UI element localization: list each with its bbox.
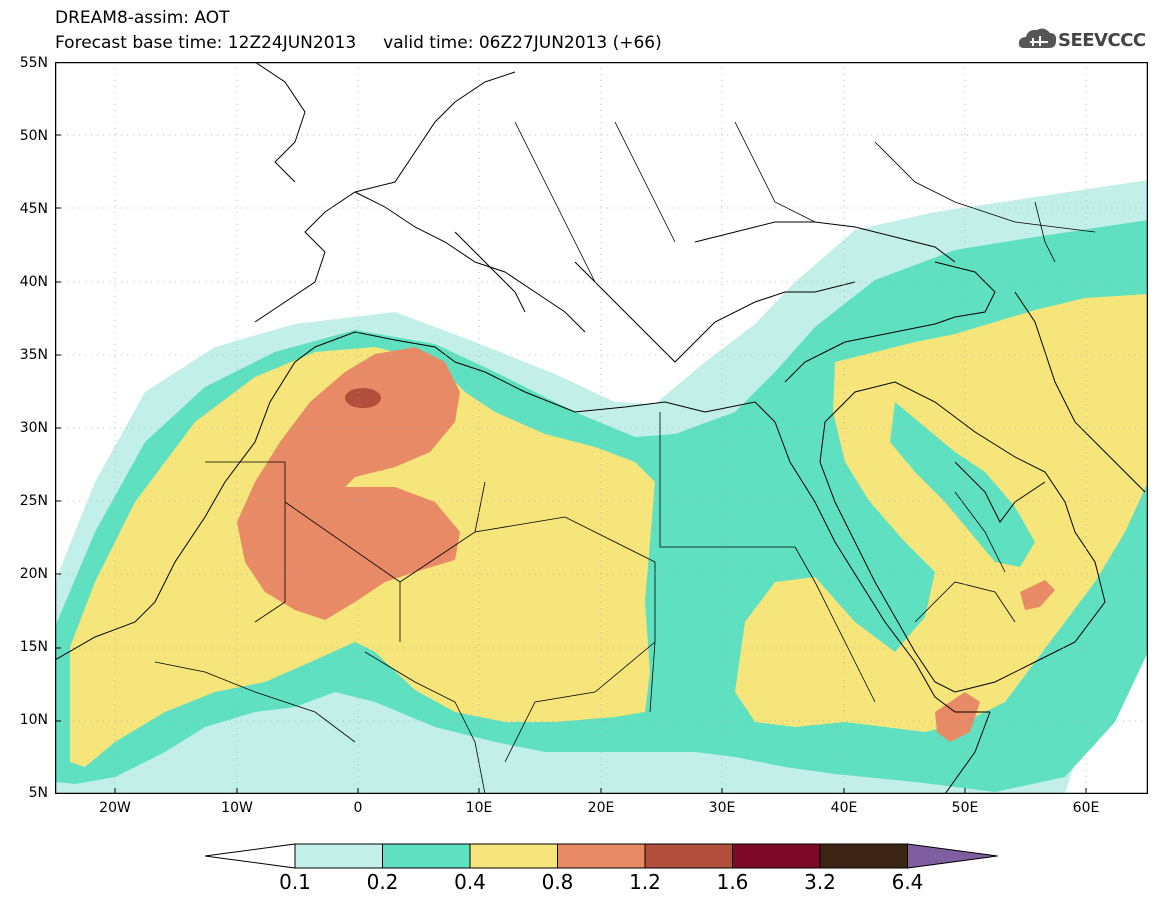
colorbar-under-triangle xyxy=(205,843,296,869)
aot-level-0.8-oman xyxy=(1020,580,1055,610)
lat-label: 5N xyxy=(28,785,48,801)
lat-label: 30N xyxy=(19,420,48,436)
lon-label: 50E xyxy=(951,800,979,816)
lon-label: 10W xyxy=(221,800,253,816)
lat-label: 25N xyxy=(19,493,48,509)
lon-label: 20W xyxy=(99,800,131,816)
aot-level-0.8-somalia xyxy=(935,692,980,742)
borders xyxy=(154,121,1096,794)
colorbar-segment xyxy=(294,843,383,869)
colorbar-segment xyxy=(557,843,646,869)
tick-marks xyxy=(55,134,1087,794)
lon-label: 30E xyxy=(708,800,736,816)
colorbar-label: 6.4 xyxy=(891,870,924,894)
aot-level-1.2 xyxy=(345,388,381,408)
colorbar-label: 1.2 xyxy=(629,870,661,894)
colorbar-label: 0.1 xyxy=(279,870,311,894)
lat-label: 40N xyxy=(19,274,48,290)
colorbar-segment xyxy=(382,843,471,869)
lon-label: 10E xyxy=(465,800,493,816)
colorbar-segment xyxy=(644,843,733,869)
colorbar-over-triangle xyxy=(907,843,998,869)
lat-label: 55N xyxy=(19,55,48,71)
colorbar-label: 0.8 xyxy=(541,870,574,894)
logo-text: SEEVCCC xyxy=(1058,30,1146,51)
colorbar-label: 1.6 xyxy=(716,870,749,894)
graticule xyxy=(55,62,1148,794)
lat-label: 35N xyxy=(19,347,48,363)
colorbar-segment xyxy=(819,843,908,869)
colorbar-label: 0.4 xyxy=(454,870,486,894)
lon-label: 20E xyxy=(587,800,615,816)
aot-level-0.8 xyxy=(237,347,460,620)
colorbar-label: 0.2 xyxy=(366,870,399,894)
lat-label: 50N xyxy=(19,128,48,144)
lon-label: 0 xyxy=(353,800,363,816)
aot-level-0.2-redsea xyxy=(795,462,900,642)
lon-label: 40E xyxy=(830,800,858,816)
lat-label: 10N xyxy=(19,712,48,728)
lat-label: 15N xyxy=(19,639,48,655)
lat-label: 20N xyxy=(19,566,48,582)
map-title: DREAM8-assim: AOT xyxy=(55,8,230,28)
aot-map xyxy=(55,62,1148,794)
colorbar-segment xyxy=(732,843,821,869)
aot-level-0.4-east xyxy=(735,294,1148,732)
colorbar xyxy=(205,843,998,869)
coastlines xyxy=(55,62,1146,794)
lat-label: 45N xyxy=(19,201,48,217)
forecast-time-line: Forecast base time: 12Z24JUN2013 valid t… xyxy=(55,33,662,53)
aot-level-0.2-gulf xyxy=(890,402,1035,567)
lon-label: 60E xyxy=(1072,800,1100,816)
colorbar-label: 3.2 xyxy=(804,870,836,894)
cloud-logo-icon xyxy=(1018,28,1057,48)
colorbar-segment xyxy=(469,843,558,869)
